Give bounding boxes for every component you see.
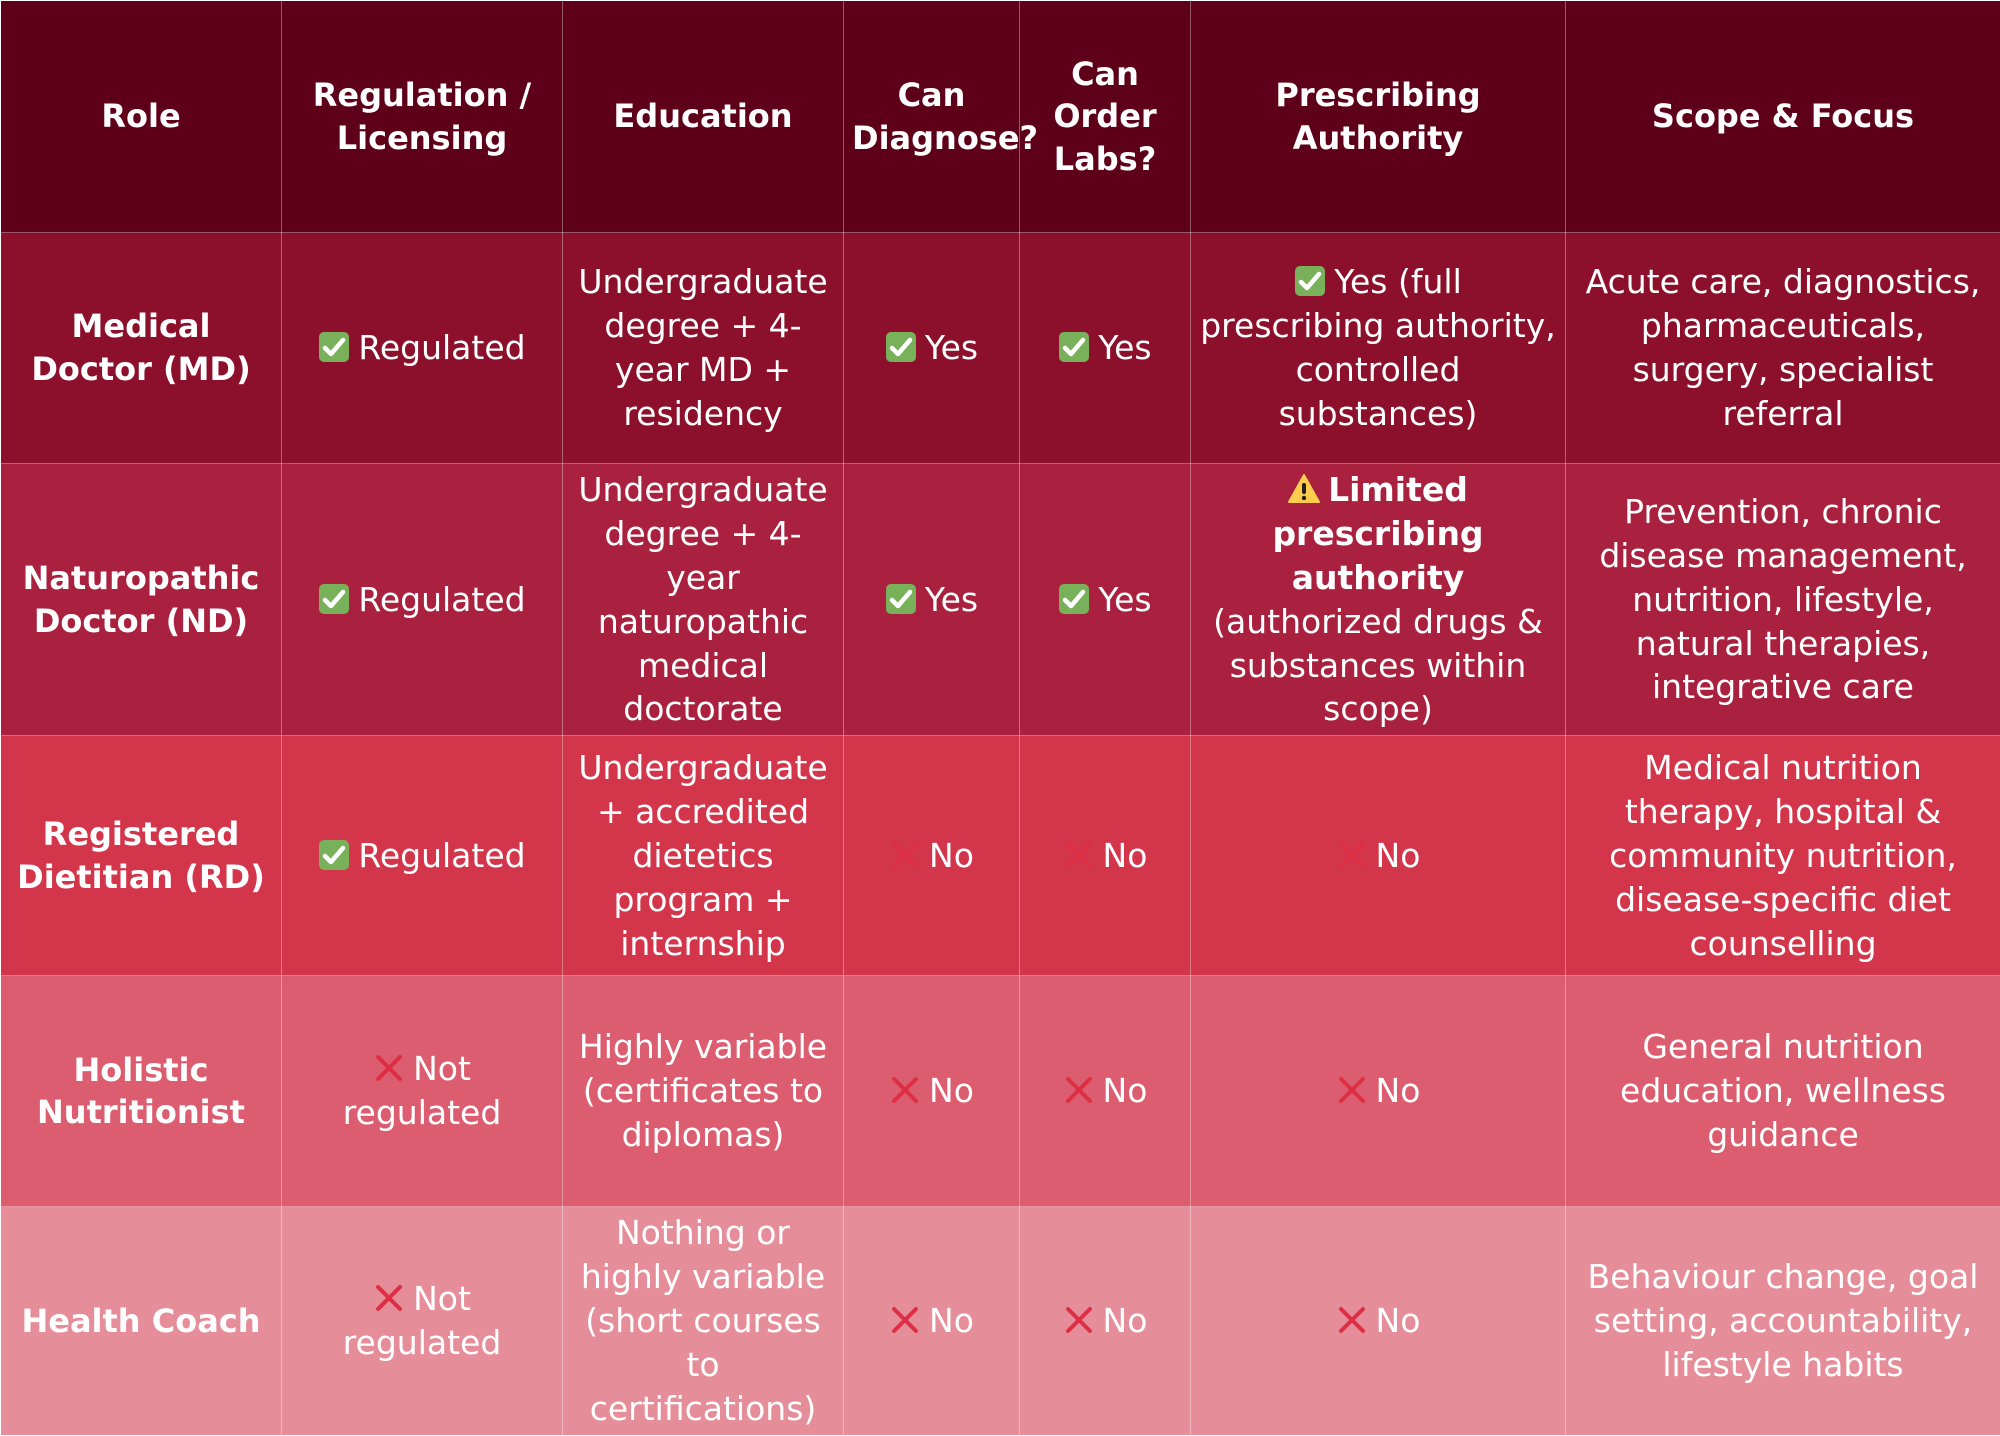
cell-text: Yes (1098, 580, 1151, 619)
cell-text: No (1103, 836, 1148, 875)
check-icon (885, 583, 917, 615)
header-cell: Regulation / Licensing (282, 1, 563, 233)
cross-icon (1336, 1074, 1368, 1106)
cell: Yes (844, 464, 1020, 736)
header-cell: Role (1, 1, 282, 233)
cell: No (1020, 1207, 1191, 1435)
cell-text: Not regulated (343, 1279, 502, 1362)
cell: Yes (full prescribing authority, control… (1191, 233, 1566, 464)
cell: Undergraduate degree + 4-year naturopath… (563, 464, 844, 736)
cross-icon (373, 1052, 405, 1084)
cross-icon (1063, 1074, 1095, 1106)
cell-text: No (929, 1071, 974, 1110)
cell: No (1191, 976, 1566, 1207)
cross-icon (373, 1282, 405, 1314)
cell: Prevention, chronic disease management, … (1566, 464, 2000, 736)
cross-icon (889, 1304, 921, 1336)
cell: Nothing or highly variable (short course… (563, 1207, 844, 1435)
header-cell: Prescribing Authority (1191, 1, 1566, 233)
cell: Limited prescribing authority (authorize… (1191, 464, 1566, 736)
role-cell: Registered Dietitian (RD) (1, 736, 282, 976)
cell-text: Yes (1098, 328, 1151, 367)
cell-text: Not regulated (343, 1049, 502, 1132)
cell: No (1191, 1207, 1566, 1435)
cell: Undergraduate + accredited dietetics pro… (563, 736, 844, 976)
cell: Not regulated (282, 1207, 563, 1435)
cell: Yes (844, 233, 1020, 464)
check-icon (318, 331, 350, 363)
cell-text: No (1103, 1301, 1148, 1340)
cell-text: Yes (925, 328, 978, 367)
role-cell: Health Coach (1, 1207, 282, 1435)
row: Medical Doctor (MD) Regulated Undergradu… (1, 233, 2000, 464)
cell: Regulated (282, 233, 563, 464)
cell-text: No (1103, 1071, 1148, 1110)
header-cell: Can Diagnose? (844, 1, 1020, 233)
cell: No (1020, 736, 1191, 976)
cell: General nutrition education, wellness gu… (1566, 976, 2000, 1207)
cell: Yes (1020, 464, 1191, 736)
row: Health Coach Not regulated Nothing or hi… (1, 1207, 2000, 1435)
cell: No (844, 736, 1020, 976)
check-icon (1058, 331, 1090, 363)
cell: No (844, 1207, 1020, 1435)
role-cell: Holistic Nutritionist (1, 976, 282, 1207)
cell-text: Regulated (358, 580, 525, 619)
cell-text: No (929, 1301, 974, 1340)
row: Naturopathic Doctor (ND) Regulated Under… (1, 464, 2000, 736)
cell: Yes (1020, 233, 1191, 464)
warning-icon (1288, 473, 1320, 505)
cell-text: No (1376, 1071, 1421, 1110)
row: Holistic Nutritionist Not regulated High… (1, 976, 2000, 1207)
cell-text: No (1376, 1301, 1421, 1340)
cell: Undergraduate degree + 4-year MD + resid… (563, 233, 844, 464)
check-icon (885, 331, 917, 363)
header-cell: Can Order Labs? (1020, 1, 1191, 233)
check-icon (1294, 265, 1326, 297)
cell-text: No (929, 836, 974, 875)
cell-text: Yes (full prescribing authority, control… (1200, 262, 1556, 433)
cell-text: No (1376, 836, 1421, 875)
cross-icon (1063, 1304, 1095, 1336)
cross-icon (889, 1074, 921, 1106)
role-cell: Naturopathic Doctor (ND) (1, 464, 282, 736)
cell: Behaviour change, goal setting, accounta… (1566, 1207, 2000, 1435)
row: Registered Dietitian (RD) Regulated Unde… (1, 736, 2000, 976)
cell-text: (authorized drugs & substances within sc… (1213, 602, 1543, 729)
cross-icon (1336, 1304, 1368, 1336)
cell: No (1020, 976, 1191, 1207)
cell: Regulated (282, 736, 563, 976)
header-row: Role Regulation / Licensing Education Ca… (1, 1, 2000, 233)
header-cell: Scope & Focus (1566, 1, 2000, 233)
cell: Regulated (282, 464, 563, 736)
cell-text: Regulated (358, 836, 525, 875)
page: {"header": {"columns": ["Role", "Regulat… (0, 0, 2000, 1400)
check-icon (318, 583, 350, 615)
cross-icon (889, 839, 921, 871)
cross-icon (1063, 839, 1095, 871)
cell-text: Regulated (358, 328, 525, 367)
check-icon (318, 839, 350, 871)
cell: No (1191, 736, 1566, 976)
cell: No (844, 976, 1020, 1207)
cell: Highly variable (certificates to diploma… (563, 976, 844, 1207)
check-icon (1058, 583, 1090, 615)
cell-text: Yes (925, 580, 978, 619)
role-cell: Medical Doctor (MD) (1, 233, 282, 464)
header-cell: Education (563, 1, 844, 233)
cell: Medical nutrition therapy, hospital & co… (1566, 736, 2000, 976)
cell: Acute care, diagnostics, pharmaceuticals… (1566, 233, 2000, 464)
cross-icon (1336, 839, 1368, 871)
cell: Not regulated (282, 976, 563, 1207)
